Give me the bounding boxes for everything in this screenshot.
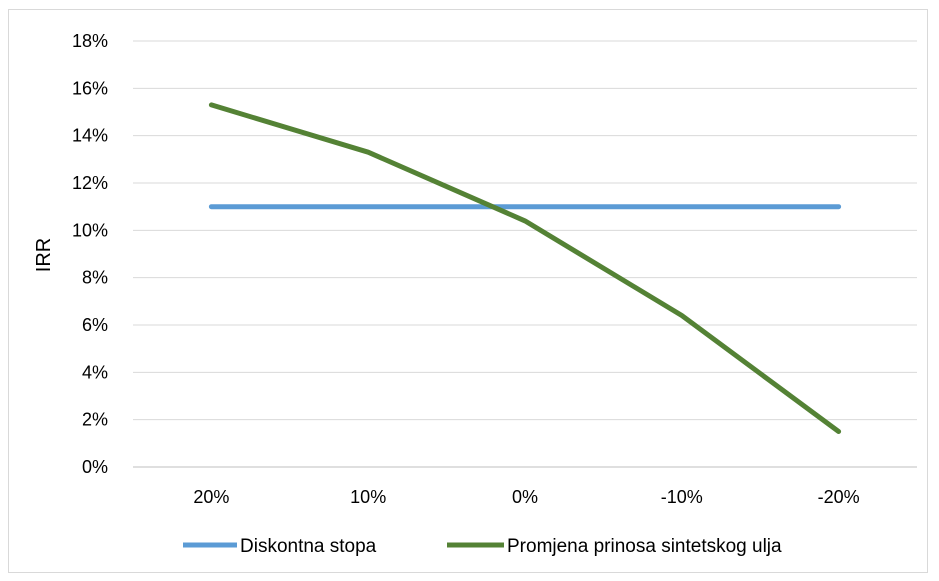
y-tick-label: 6% (82, 315, 108, 335)
legend-label-1: Diskontna stopa (240, 536, 377, 557)
x-tick-label: 0% (512, 487, 538, 507)
series-line-2 (208, 102, 842, 434)
y-tick-label: 4% (82, 362, 108, 382)
legend: Diskontna stopa Promjena prinosa sintetsk… (183, 536, 782, 557)
chart-frame (8, 9, 928, 573)
y-axis-title: IRR (33, 238, 55, 272)
x-tick-label: 20% (193, 487, 229, 507)
y-tick-label: 8% (82, 268, 108, 288)
y-tick-label: 14% (72, 126, 108, 146)
legend-label-2: Promjena prinosa sintetskog ulja (507, 536, 782, 557)
y-tick-label: 0% (82, 457, 108, 477)
y-axis-tick-labels: 0% 2% 4% 6% 8% 10% 12% 14% 16% 18% (72, 31, 108, 477)
x-tick-label: 10% (350, 487, 386, 507)
gridlines (133, 40, 917, 468)
y-tick-label: 2% (82, 410, 108, 430)
y-tick-label: 18% (72, 31, 108, 51)
y-tick-label: 12% (72, 173, 108, 193)
x-tick-label: -10% (661, 487, 703, 507)
y-tick-label: 10% (72, 220, 108, 240)
series-lines (208, 102, 842, 434)
x-axis-tick-labels: 20% 10% 0% -10% -20% (193, 487, 859, 507)
x-tick-label: -20% (818, 487, 860, 507)
y-tick-label: 16% (72, 78, 108, 98)
